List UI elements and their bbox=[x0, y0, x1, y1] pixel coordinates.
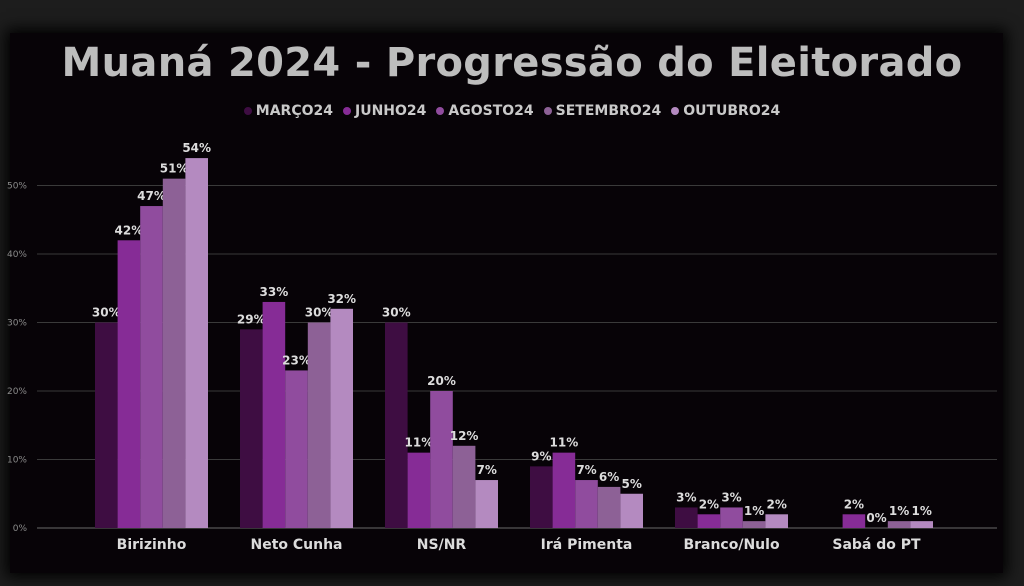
bar bbox=[530, 466, 553, 528]
legend-marker bbox=[671, 107, 680, 115]
bar bbox=[910, 521, 933, 528]
legend-item: SETEMBRO24 bbox=[543, 103, 662, 119]
data-label: 32% bbox=[327, 292, 356, 306]
bar bbox=[430, 391, 453, 528]
bar bbox=[742, 521, 766, 528]
data-label: 6% bbox=[599, 470, 619, 484]
bar bbox=[385, 322, 408, 528]
bar bbox=[452, 445, 476, 528]
data-label: 51% bbox=[160, 162, 189, 176]
data-label: 23% bbox=[282, 353, 311, 367]
data-label: 3% bbox=[721, 490, 741, 504]
bar bbox=[842, 514, 866, 528]
x-category-label: NS/NR bbox=[417, 537, 467, 553]
y-tick-label: 30% bbox=[7, 319, 27, 329]
y-tick-label: 50% bbox=[7, 182, 27, 192]
legend-label: AGOSTO24 bbox=[448, 103, 534, 119]
bar bbox=[117, 240, 141, 529]
bar bbox=[285, 370, 308, 528]
legend-item: MARÇO24 bbox=[243, 103, 333, 119]
data-label: 9% bbox=[531, 449, 551, 463]
bar bbox=[262, 301, 286, 528]
y-tick-label: 10% bbox=[7, 456, 27, 466]
bar bbox=[162, 178, 186, 528]
data-label: 30% bbox=[92, 306, 121, 320]
data-label: 1% bbox=[912, 504, 932, 518]
data-label: 29% bbox=[237, 312, 266, 326]
data-label: 0% bbox=[866, 511, 886, 525]
bar bbox=[95, 322, 118, 528]
y-tick-label: 20% bbox=[7, 387, 27, 397]
data-label: 11% bbox=[405, 436, 434, 450]
bar bbox=[185, 158, 208, 528]
legend-marker bbox=[436, 107, 445, 115]
bar bbox=[552, 452, 576, 528]
legend-item: AGOSTO24 bbox=[436, 103, 534, 119]
y-tick-label: 0% bbox=[13, 524, 28, 534]
data-label: 30% bbox=[382, 306, 411, 320]
data-label: 2% bbox=[767, 497, 787, 511]
data-label: 2% bbox=[699, 497, 719, 511]
bar bbox=[720, 507, 743, 528]
bar bbox=[575, 480, 598, 528]
bar bbox=[887, 521, 911, 528]
legend-label: SETEMBRO24 bbox=[555, 103, 662, 119]
bar bbox=[307, 322, 331, 528]
x-category-label: Branco/Nulo bbox=[683, 537, 780, 553]
legend-label: MARÇO24 bbox=[255, 103, 333, 119]
bar bbox=[765, 514, 788, 528]
legend-marker bbox=[243, 107, 252, 115]
data-label: 7% bbox=[576, 463, 596, 477]
legend-label: JUNHO24 bbox=[355, 103, 427, 119]
data-label: 3% bbox=[676, 490, 696, 504]
data-label: 33% bbox=[260, 285, 289, 299]
legend-item: OUTUBRO24 bbox=[671, 103, 780, 119]
data-label: 47% bbox=[137, 189, 166, 203]
legend-item: JUNHO24 bbox=[343, 103, 426, 119]
data-label: 5% bbox=[622, 477, 642, 491]
x-category-label: Sabá do PT bbox=[832, 537, 921, 553]
data-label: 2% bbox=[844, 497, 864, 511]
x-category-label: Neto Cunha bbox=[250, 537, 342, 553]
chart-title: Muaná 2024 - Progressão do Eleitorado bbox=[61, 40, 963, 86]
bar bbox=[240, 329, 263, 528]
data-label: 54% bbox=[182, 141, 211, 155]
data-label: 11% bbox=[550, 436, 579, 450]
bar bbox=[407, 452, 431, 528]
data-label: 30% bbox=[305, 306, 334, 320]
legend-marker bbox=[543, 107, 552, 115]
data-label: 1% bbox=[744, 504, 764, 518]
x-category-label: Irá Pimenta bbox=[541, 537, 633, 553]
data-label: 7% bbox=[477, 463, 497, 477]
bar bbox=[620, 493, 643, 528]
bar bbox=[140, 206, 163, 529]
bar bbox=[597, 486, 621, 528]
bar bbox=[475, 480, 498, 528]
data-label: 12% bbox=[450, 429, 479, 443]
data-label: 20% bbox=[427, 374, 456, 388]
legend-marker bbox=[343, 107, 351, 115]
y-tick-label: 40% bbox=[7, 250, 27, 260]
bar bbox=[697, 514, 721, 528]
data-label: 42% bbox=[115, 223, 144, 237]
bar bbox=[330, 308, 353, 528]
bar bbox=[675, 507, 698, 528]
data-label: 1% bbox=[889, 504, 909, 518]
legend-label: OUTUBRO24 bbox=[683, 103, 781, 119]
x-category-label: Birizinho bbox=[117, 537, 187, 553]
chart-legend: MARÇO24 JUNHO24 AGOSTO24 SETEMBRO24 OUTUBRO2… bbox=[0, 103, 1024, 119]
